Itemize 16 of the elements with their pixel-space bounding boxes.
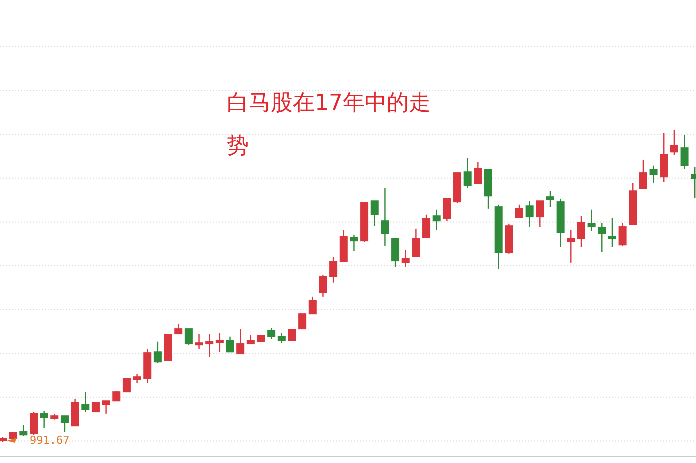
candlestick — [381, 187, 390, 247]
candlestick — [556, 198, 565, 248]
chart-title: 白马股在17年中的走势 — [227, 90, 432, 161]
candlestick — [526, 200, 534, 228]
candlestick — [588, 209, 596, 232]
candlestick — [650, 165, 658, 184]
candlestick — [494, 204, 503, 270]
annotation: 991.67 — [30, 434, 70, 447]
candlestick — [133, 373, 142, 384]
candlestick — [567, 230, 576, 264]
candlestick — [608, 217, 616, 248]
candlestick — [680, 134, 689, 170]
candlestick — [40, 410, 48, 429]
candlestick — [319, 274, 328, 298]
candlestick — [350, 234, 358, 252]
candlestick — [195, 333, 204, 350]
